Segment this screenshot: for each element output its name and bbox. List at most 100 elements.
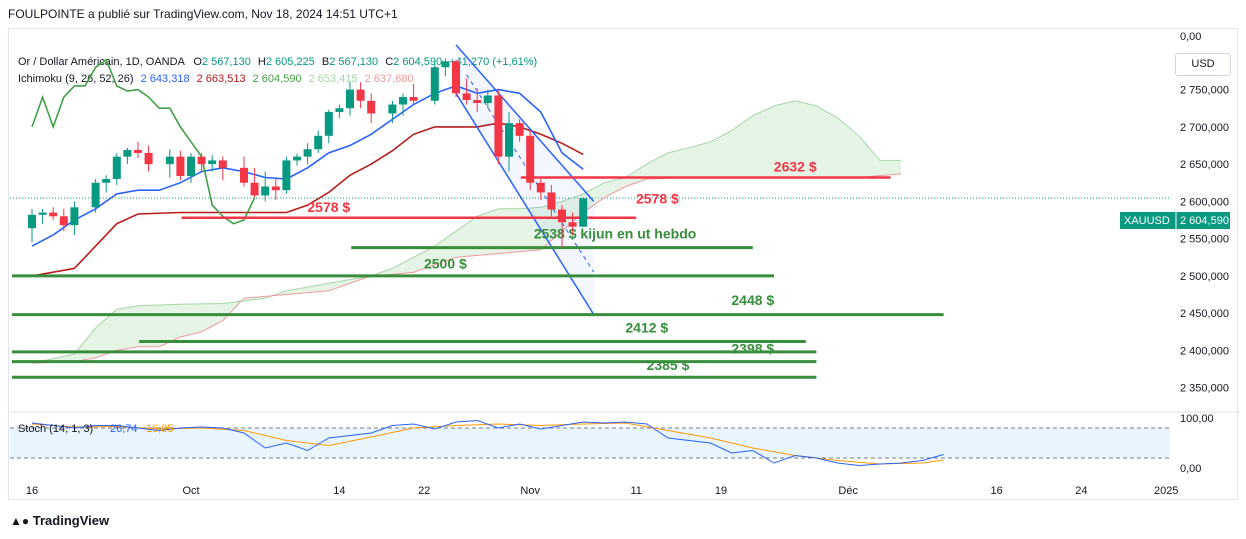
ichimoku-cloud [32,100,902,364]
price-axis-tick: 2 450,000 [1180,308,1229,320]
candle-body [346,89,354,109]
time-axis-tick: 16 [26,485,38,497]
last-price-value: 2 604,590 [1180,215,1229,227]
stoch-k-value: 26,74 [110,423,138,435]
candle-body [303,149,312,157]
time-axis-tick: 16 [990,485,1002,497]
candle-body [91,182,100,208]
low-label: B [321,56,330,68]
candle-body [59,216,68,226]
price-axis-tick: 2 750,000 [1180,85,1229,97]
stoch-k-line [31,419,944,467]
candle-body [102,179,111,183]
high-label: H [257,56,266,68]
candle-body [536,182,545,193]
price-axis-tick: 2 600,000 [1180,196,1229,208]
stoch-axis-tick: 100,00 [1180,413,1214,425]
time-axis-tick: Déc [838,485,858,497]
candle-body [49,212,58,217]
stoch-band [10,428,1170,458]
time-axis-tick: 24 [1075,485,1087,497]
candle-body [494,95,503,157]
candle-body [176,156,185,177]
price-axis-top-label: 0,00 [1180,31,1201,43]
level-label: 2412 $ [625,320,668,336]
candle-body [271,186,280,191]
candle-body [452,61,460,94]
ichimoku-spanb-value: 2 637,680 [364,73,414,85]
candle-body [462,93,471,101]
channel-upper-line [455,44,595,202]
level-label: 2448 $ [731,292,774,308]
candle-body [579,198,588,227]
candle-body [282,160,291,191]
candle-body [314,135,323,150]
last-price-tag: XAUUSD 2 604,590 [1120,212,1230,229]
candle-body [568,222,577,227]
ichimoku-legend: Ichimoku (9, 26, 52, 26) 2 643,318 2 663… [18,73,414,85]
candle-body [134,149,142,153]
currency-button[interactable]: USD [1175,53,1231,76]
symbol-name: Or / Dollar Américain, 1D, OANDA [18,56,185,68]
candle-body [197,156,206,165]
level-label: 2578 $ [307,199,350,215]
stoch-label: Stoch (14, 1, 3) [18,423,93,435]
level-label: 2398 $ [731,340,774,356]
time-axis-tick: Nov [520,485,540,497]
candle-body [473,100,482,104]
close-label: C [385,56,394,68]
time-axis-tick: 22 [418,485,430,497]
candle-body [515,123,524,136]
price-axis-tick: 2 550,000 [1180,234,1229,246]
level-label: 2500 $ [424,255,467,271]
channel-mid-line [466,74,595,273]
candle-body [367,100,376,114]
time-axis-tick: 14 [333,485,345,497]
candle-body [324,111,333,136]
symbol-legend: Or / Dollar Américain, 1D, OANDA O 2 567,… [18,56,537,68]
tradingview-logo-text: TradingView [32,513,110,528]
low-value: 2 567,130 [329,56,379,68]
ichimoku-kijun-value: 2 663,513 [196,73,246,85]
open-label: O [193,56,202,68]
candle-body [218,160,227,168]
close-value: 2 604,590 [393,56,443,68]
ichimoku-tenkan-value: 2 643,318 [140,73,190,85]
candle-body [70,207,79,226]
channel-lower-line [455,92,595,316]
candle-body [335,108,344,112]
price-axis-tick: 2 500,000 [1180,271,1229,283]
candle-body [505,123,513,157]
candle-body [388,104,397,114]
candle-body [441,61,450,68]
chart-frame [8,28,1238,500]
candle-body [112,156,121,180]
candle-body [240,167,248,183]
level-label: 2632 $ [774,159,817,175]
ichimoku-label: Ichimoku (9, 26, 52, 26) [18,73,134,85]
candle-body [558,209,566,223]
level-label: 2538 $ kijun en ut hebdo [534,226,697,242]
candle-body [187,156,195,177]
time-axis-tick: 2025 [1154,485,1178,497]
candle-body [261,186,270,196]
channel-fill [456,44,594,315]
time-axis-tick: Oct [182,485,199,497]
last-price-symbol: XAUUSD [1124,215,1170,227]
candle-body [430,67,439,101]
candle-body [547,192,556,210]
candle-body [250,182,259,196]
change-value: +41,270 (+1,61%) [449,56,538,68]
tradingview-logo-icon: ▲● [10,514,30,528]
stoch-d-value: 16,05 [146,423,174,435]
candle-body [293,156,301,161]
price-axis-tick: 2 700,000 [1180,122,1229,134]
price-axis-tick: 2 350,000 [1180,383,1229,395]
price-axis-tick: 2 650,000 [1180,159,1229,171]
tradingview-logo[interactable]: ▲● TradingView [10,513,109,528]
ichimoku-chikou-line [31,58,256,225]
candle-body [399,97,407,105]
ichimoku-span-a-line [31,100,902,364]
candle-body [144,152,153,165]
